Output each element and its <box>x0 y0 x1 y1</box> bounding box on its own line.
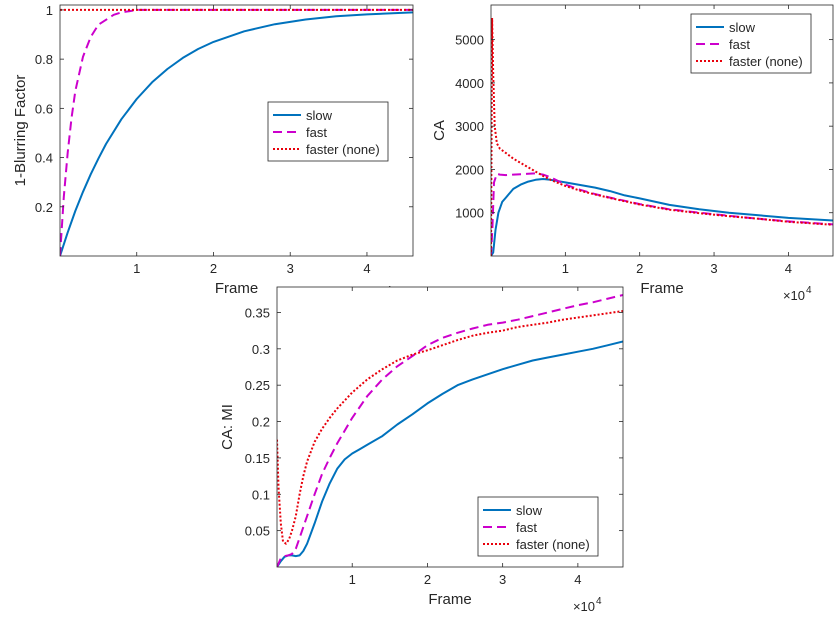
x-axis-label: Frame <box>428 591 471 608</box>
y-tick-label: 1000 <box>455 206 484 221</box>
series-line-fast <box>491 172 833 256</box>
x-exponent-label: ×10 <box>573 599 595 614</box>
x-exponent-power: 4 <box>806 285 812 296</box>
x-tick-label: 2 <box>636 261 643 276</box>
legend-entry-label: slow <box>306 108 333 123</box>
x-tick-label: 1 <box>133 261 140 276</box>
axes-box <box>490 4 834 257</box>
x-tick-label: 3 <box>499 572 506 587</box>
y-tick-label: 0.15 <box>245 451 270 466</box>
x-tick-label: 1 <box>349 572 356 587</box>
x-tick-label: 1 <box>562 261 569 276</box>
axes-box <box>276 286 624 568</box>
y-tick-label: 0.4 <box>35 151 53 166</box>
y-tick-label: 0.3 <box>252 342 270 357</box>
y-tick-label: 5000 <box>455 33 484 48</box>
legend: slow fast faster (none) <box>690 13 812 74</box>
legend-entry-label: slow <box>516 503 543 518</box>
x-tick-label: 2 <box>210 261 217 276</box>
series-line-faster-none <box>491 17 833 256</box>
x-exponent-power: 4 <box>596 596 602 607</box>
y-tick-label: 0.2 <box>252 415 270 430</box>
y-tick-label: 0.2 <box>35 200 53 215</box>
legend-entry-label: faster (none) <box>306 142 380 157</box>
legend-entry-label: slow <box>729 20 756 35</box>
legend: slow fast faster (none) <box>267 101 389 162</box>
y-tick-label: 4000 <box>455 76 484 91</box>
y-tick-label: 0.05 <box>245 524 270 539</box>
series-line-faster-none <box>277 310 623 545</box>
series-line-slow <box>277 340 623 567</box>
legend-entry-label: fast <box>729 37 750 52</box>
series-line-slow <box>60 11 413 256</box>
y-tick-label: 0.25 <box>245 378 270 393</box>
x-axis-label: Frame <box>640 280 683 297</box>
x-tick-label: 4 <box>785 261 792 276</box>
series-group <box>60 8 413 256</box>
y-tick-label: 0.6 <box>35 101 53 116</box>
x-axis-label: Frame <box>215 280 258 297</box>
series-line-fast <box>277 294 623 567</box>
series-line-fast <box>60 8 413 256</box>
x-tick-label: 4 <box>363 261 370 276</box>
x-exponent-label: ×10 <box>783 288 805 303</box>
legend: slow fast faster (none) <box>477 496 599 557</box>
y-tick-label: 0.1 <box>252 487 270 502</box>
x-tick-label: 3 <box>710 261 717 276</box>
y-tick-label: 0.8 <box>35 52 53 67</box>
y-tick-label: 0.35 <box>245 305 270 320</box>
series-group <box>491 17 833 256</box>
y-axis-label: 1-Blurring Factor <box>12 75 29 187</box>
y-tick-label: 1 <box>46 3 53 18</box>
x-tick-label: 2 <box>424 572 431 587</box>
y-axis-label: CA: MI <box>219 404 236 450</box>
x-tick-label: 3 <box>287 261 294 276</box>
y-tick-label: 3000 <box>455 119 484 134</box>
legend-entry-label: faster (none) <box>516 537 590 552</box>
y-tick-label: 2000 <box>455 162 484 177</box>
legend-entry-label: fast <box>516 520 537 535</box>
legend-entry-label: faster (none) <box>729 54 803 69</box>
axes-box <box>59 4 414 257</box>
x-tick-label: 4 <box>574 572 581 587</box>
y-axis-label: CA <box>431 120 448 141</box>
series-group <box>277 294 623 567</box>
legend-entry-label: fast <box>306 125 327 140</box>
